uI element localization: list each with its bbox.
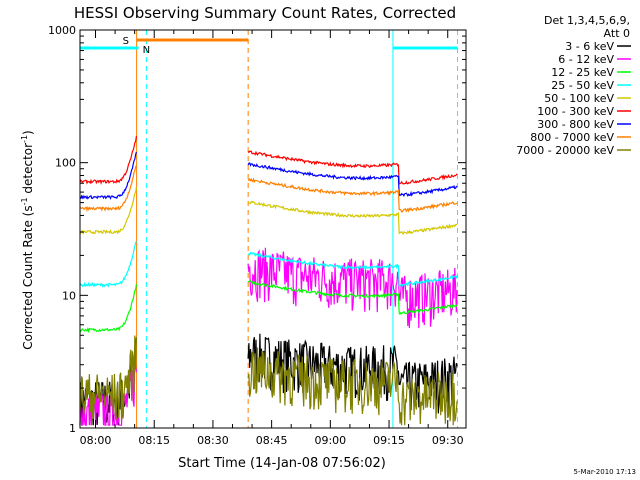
legend-label: 25 - 50 keV — [551, 79, 614, 92]
flag-label: N — [143, 45, 150, 56]
series-line-pre — [79, 284, 137, 334]
x-tick-label: 08:30 — [197, 434, 229, 447]
series-line-post — [247, 150, 458, 185]
legend-label: 7000 - 20000 keV — [516, 144, 614, 157]
series-line-pre — [79, 151, 137, 200]
series-line-pre — [79, 241, 137, 288]
y-tick-label: 10 — [62, 289, 76, 302]
series-line-pre — [79, 135, 137, 185]
y-axis-label: Corrected Count Rate (s-1 detector-1) — [20, 130, 35, 349]
legend-header-2: Att 0 — [604, 27, 630, 40]
legend-label: 300 - 800 keV — [537, 118, 614, 131]
y-tick-label: 100 — [55, 157, 76, 170]
x-tick-label: 09:00 — [314, 434, 346, 447]
series-line-post — [247, 280, 458, 316]
legend-label: 50 - 100 keV — [544, 92, 614, 105]
legend-label: 100 - 300 keV — [537, 105, 614, 118]
chart-title: HESSI Observing Summary Count Rates, Cor… — [74, 4, 456, 22]
series-line-post — [247, 200, 458, 236]
legend-label: 6 - 12 keV — [558, 53, 614, 66]
y-tick-label: 1000 — [48, 24, 76, 37]
legend-label: 12 - 25 keV — [551, 66, 614, 79]
x-tick-label: 08:15 — [138, 434, 170, 447]
x-tick-label: 09:15 — [373, 434, 405, 447]
series-line-post — [247, 247, 458, 329]
x-axis-label: Start Time (14-Jan-08 07:56:02) — [178, 456, 386, 471]
x-tick-label: 08:00 — [80, 434, 112, 447]
legend-header-1: Det 1,3,4,5,6,9, — [544, 14, 630, 27]
series-line-post — [247, 251, 458, 288]
series-line-post — [247, 162, 458, 198]
legend-label: 800 - 7000 keV — [530, 131, 614, 144]
series-line-pre — [79, 165, 137, 213]
legend-label: 3 - 6 keV — [565, 40, 614, 53]
series-line-pre — [79, 335, 137, 426]
flag-label: S — [123, 36, 129, 47]
series-line-pre — [79, 187, 137, 235]
series-line-pre — [79, 363, 137, 426]
series-line-post — [247, 333, 458, 414]
x-tick-label: 09:30 — [432, 434, 464, 447]
x-tick-label: 08:45 — [256, 434, 288, 447]
y-tick-label: 1 — [69, 422, 76, 435]
series-line-post — [247, 177, 458, 213]
plot-frame — [79, 29, 467, 429]
series-line-post — [247, 347, 458, 426]
footer-timestamp: 5-Mar-2010 17:13 — [574, 468, 636, 476]
